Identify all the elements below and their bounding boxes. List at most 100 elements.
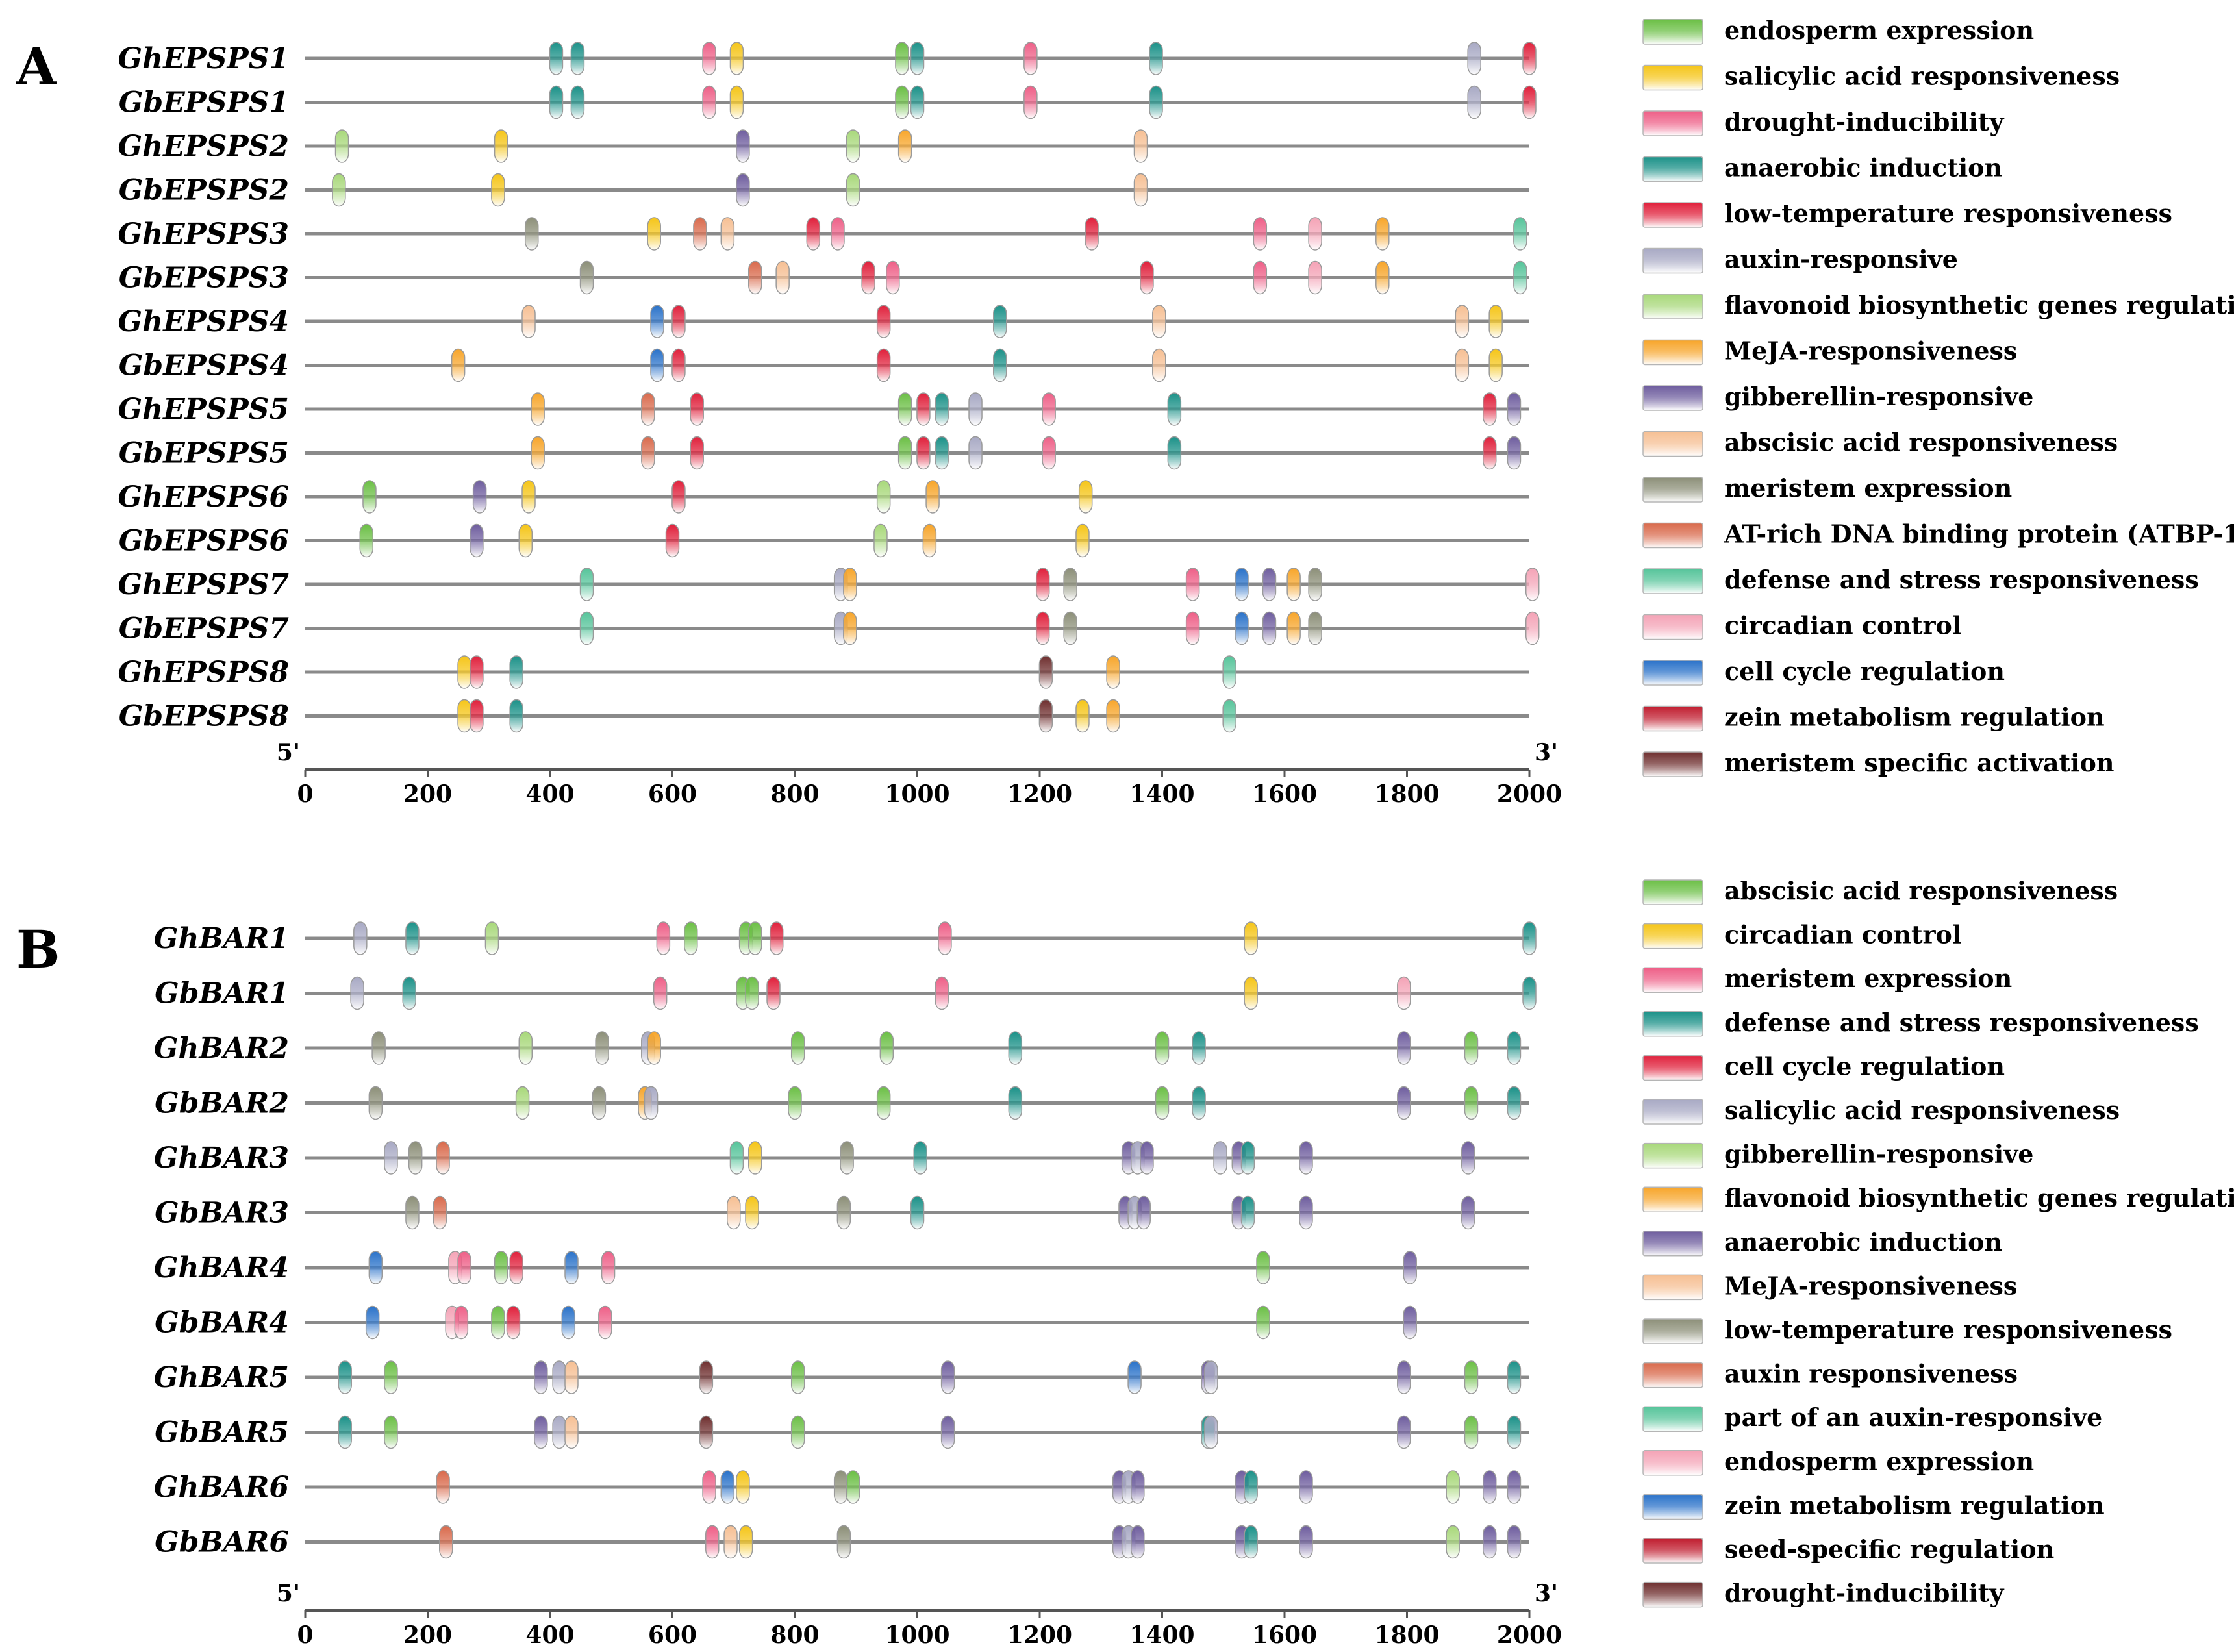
legend-swatch [1642,431,1703,457]
legend-swatch [1642,1318,1703,1344]
legend-swatch [1642,522,1703,549]
panel-letter: B [16,919,60,980]
cis-element-meja-responsiveness [843,611,857,645]
gene-label: GbBAR5 [155,1416,289,1449]
cis-element-low-temperature-responsiveness [1140,260,1154,295]
tick-label: 0 [297,781,313,808]
cis-element-drought-inducibility [831,217,845,251]
cis-element-low-temperature-responsiveness [690,392,704,426]
tick-label: 1000 [885,1621,949,1649]
legend-label: gibberellin-responsive [1724,382,2033,411]
cis-element-low-temperature-responsiveness [1522,42,1537,75]
cis-element-abscisic-acid-responsiveness [790,1415,805,1449]
cis-element-defense-and-stress-responsiveness [338,1415,353,1449]
cis-element-circadian-control [1308,260,1322,295]
cis-element-auxin-responsiveness [439,1525,453,1559]
cis-element-gibberellin-responsive [1446,1525,1460,1559]
legend-swatch [1642,477,1703,503]
cis-element-cell-cycle-regulation [766,976,781,1010]
cis-element-abscisic-acid-responsiveness [1155,1031,1170,1065]
legend-entry: low-temperature responsiveness [1642,1315,2172,1344]
cis-element-anaerobic-induction [1403,1305,1417,1340]
tick-label: 600 [648,781,697,808]
cis-element-anaerobic-induction [534,1415,548,1449]
cis-element-abscisic-acid-responsiveness [1133,173,1148,207]
tick-label: 1400 [1129,1621,1194,1649]
legend-swatch [1642,568,1703,594]
legend-label: part of an auxin-responsive [1724,1403,2102,1432]
cis-element-cell-cycle-regulation [506,1305,521,1340]
legend-swatch [1642,1142,1703,1169]
legend-label: low-temperature responsiveness [1724,199,2172,228]
cis-element-low-temperature-responsiveness [876,305,891,338]
gene-row: GhEPSPS4 [118,305,1529,338]
cis-element-salicylic-acid-responsiveness [1078,480,1093,514]
legend-entry: anaerobic induction [1642,1227,2002,1257]
cis-element-auxin-responsive [968,392,983,426]
cis-element-defense-and-stress-responsiveness [1240,1141,1255,1175]
cis-element-flavonoid-biosynthetic-genes-regulation [334,129,349,163]
cis-element-anaerobic-induction [910,42,925,75]
legend-swatch [1642,967,1703,993]
gene-row: GbEPSPS5 [119,436,1529,470]
legend-swatch [1642,110,1703,136]
cis-element-abscisic-acid-responsiveness [790,1031,805,1065]
cis-element-anaerobic-induction [1397,1086,1411,1120]
legend-swatch [1642,1011,1703,1037]
panel-letter: A [16,36,57,97]
cis-element-abscisic-acid-responsiveness [846,1470,860,1504]
cis-element-anaerobic-induction [992,305,1007,338]
cis-element-low-temperature-responsiveness [408,1141,423,1175]
cis-element-abscisic-acid-responsiveness [1455,348,1470,382]
cis-element-anaerobic-induction [1403,1251,1417,1284]
cis-element-meristem-expression [598,1305,612,1340]
gene-label: GhBAR2 [154,1032,289,1065]
cis-element-salicylic-acid-responsiveness [1075,523,1090,558]
legend-swatch [1642,1186,1703,1212]
cis-element-meja-responsiveness [723,1525,738,1559]
cis-element-flavonoid-biosynthetic-genes-regulation [846,129,860,163]
legend-swatch [1642,1362,1703,1388]
legend-label: flavonoid biosynthetic genes regulation [1724,290,2234,319]
cis-element-meristem-expression [579,260,594,295]
cis-element-defense-and-stress-responsiveness [1222,699,1236,733]
legend-entry: zein metabolism regulation [1642,703,2105,732]
gene-label: GbBAR4 [155,1307,289,1340]
gene-label: GbEPSPS5 [119,437,289,470]
cis-element-anaerobic-induction [1397,1415,1411,1449]
gene-label: GbEPSPS8 [119,700,289,733]
legend-entry: cell cycle regulation [1642,1051,2005,1081]
cis-element-anaerobic-induction [1461,1141,1475,1175]
cis-element-salicylic-acid-responsiveness [384,1141,398,1175]
legend-swatch [1642,1406,1703,1432]
cis-element-endosperm-expression [362,480,377,514]
legend-swatch [1642,385,1703,411]
cis-element-anaerobic-induction [940,1415,955,1449]
cis-element-meja-responsiveness [1106,699,1120,733]
cis-element-part-of-an-auxin-responsive [729,1141,744,1175]
legend-entry: seed-specific regulation [1642,1534,2054,1564]
cis-element-flavonoid-biosynthetic-genes-regulation [876,480,891,514]
cis-element-anaerobic-induction [935,436,949,470]
cis-element-endosperm-expression [895,85,909,119]
cis-element-endosperm-expression [1397,976,1411,1010]
gene-row: GhBAR1 [154,921,1537,955]
legend-label: MeJA-responsiveness [1724,1271,2017,1300]
legend-entry: endosperm expression [1642,16,2034,45]
legend-entry: anaerobic induction [1642,153,2002,182]
legend-entry: auxin responsiveness [1642,1359,2018,1388]
cis-element-low-temperature-responsiveness [671,305,686,338]
cis-element-low-temperature-responsiveness [833,1470,848,1504]
cis-element-meja-responsiveness [897,129,912,163]
gene-label: GbBAR6 [155,1526,289,1559]
cis-element-meja-responsiveness [531,436,545,470]
cis-element-meja-responsiveness [564,1415,579,1449]
legend-entry: part of an auxin-responsive [1642,1403,2102,1432]
cis-element-endosperm-expression [895,42,909,75]
cis-element-meristem-expression [653,976,668,1010]
cis-element-circadian-control [738,1525,753,1559]
legend-entry: salicylic acid responsiveness [1642,62,2120,91]
legend-swatch [1642,751,1703,777]
cis-element-low-temperature-responsiveness [836,1525,851,1559]
cis-element-gibberellin-responsive [736,173,750,207]
